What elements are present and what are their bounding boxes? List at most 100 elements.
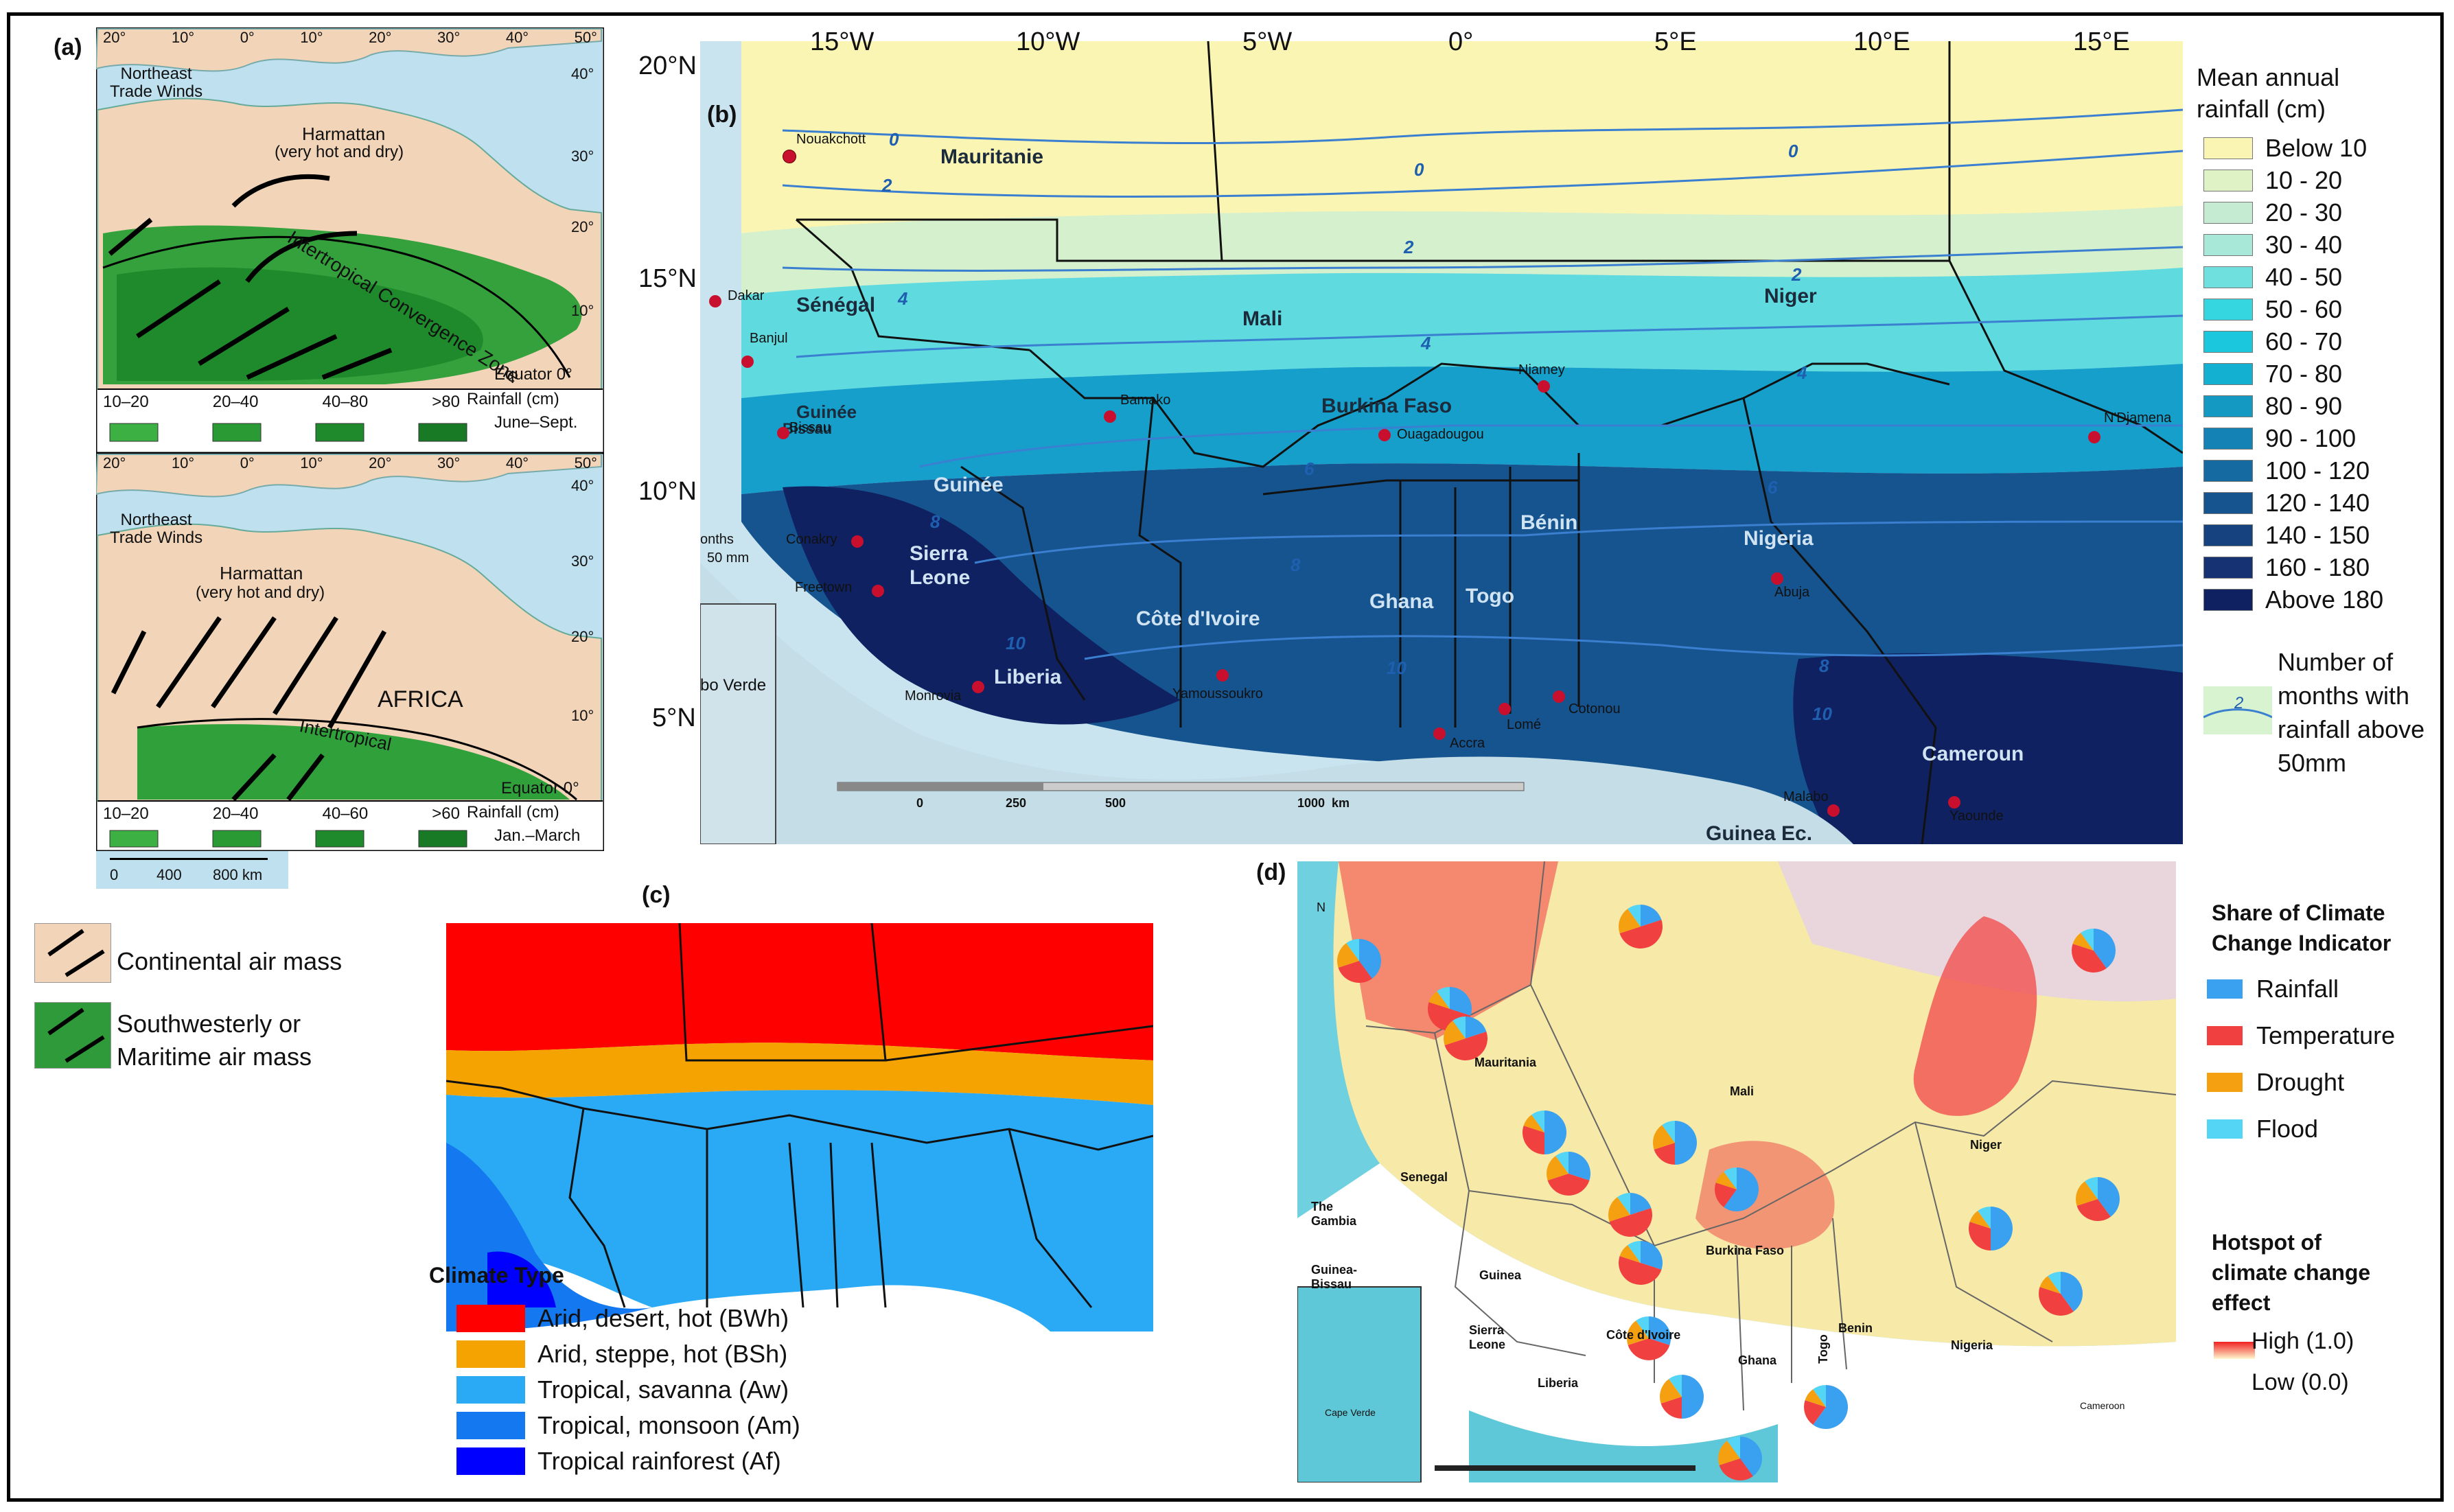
- legend-label: Arid, steppe, hot (BSh): [537, 1340, 788, 1368]
- scale-bar: 0 400 800 km: [96, 851, 288, 889]
- isoline-value: 6: [1304, 458, 1315, 479]
- country-label: The Gambia: [1311, 1200, 1357, 1228]
- continental-air-mass-label: Continental air mass: [117, 947, 343, 975]
- pie-slice: [1630, 1193, 1652, 1215]
- city-label: Nouakchott: [796, 132, 866, 147]
- isoline-value: 4: [898, 288, 908, 309]
- isoline-value: 8: [1819, 655, 1829, 676]
- pie-slice: [1628, 905, 1641, 927]
- legend-swatch: [2203, 492, 2253, 514]
- rainfall-legend: Below 10 10 - 20 20 - 30 30 - 40 40 - 50 50 -…: [2203, 134, 2437, 628]
- legend-label: 140 - 150: [2265, 521, 2370, 549]
- continental-air-mass-swatch: [34, 923, 111, 983]
- country-label: Leone: [910, 566, 971, 589]
- legend-label: Tropical, monsoon (Am): [537, 1411, 800, 1439]
- country-label: Mauritanie: [940, 146, 1044, 168]
- legend-label: 40 - 50: [2265, 263, 2343, 291]
- climate-legend-item: Arid, desert, hot (BWh): [456, 1304, 789, 1333]
- country-label: Guinée: [796, 402, 857, 422]
- country-label: Cameroun: [1922, 743, 2024, 765]
- pie-slice: [2094, 929, 2116, 968]
- legend-label: 120 - 140: [2265, 489, 2370, 517]
- pie-slice: [2076, 1181, 2098, 1206]
- lat-tick: 20°: [571, 218, 594, 235]
- pie-slice: [1675, 1121, 1697, 1165]
- pie-slice: [2072, 933, 2094, 951]
- lat-tick: 15°N: [638, 264, 697, 293]
- city-label: Lomé: [1507, 717, 1542, 732]
- legend-swatch: [2203, 395, 2253, 417]
- legend-swatch: [2207, 1119, 2243, 1139]
- lat-tick: 5°N: [652, 703, 696, 732]
- inset-label: 50 mm: [707, 550, 750, 566]
- rainfall-legend-item: Below 10: [2203, 134, 2367, 163]
- rainfall-legend-item: 10 - 20: [2203, 166, 2342, 195]
- country-label: Togo: [1816, 1334, 1830, 1364]
- country-label: Nigeria: [1951, 1338, 1993, 1352]
- pie-slice: [1641, 1241, 1663, 1270]
- pie-slice: [2081, 929, 2094, 951]
- pie-slice: [1608, 1197, 1630, 1222]
- rainfall-legend-title: Mean annual rainfall (cm): [2197, 63, 2340, 123]
- country-label: Burkina Faso: [1706, 1244, 1785, 1257]
- panel-a-top-map: [95, 26, 605, 454]
- country-label: Mali: [1242, 307, 1283, 330]
- legend-swatch: [456, 1447, 525, 1475]
- isoline-value: 0: [1788, 141, 1798, 161]
- city-label: Yamoussoukro: [1172, 686, 1263, 701]
- maritime-arrow: [246, 334, 338, 380]
- isoline-value: 10: [1006, 633, 1026, 653]
- legend-label: 50 - 60: [2265, 295, 2343, 323]
- lon-tick: 10°W: [1016, 27, 1080, 56]
- trade-winds-label: Northeast Trade Winds: [110, 65, 203, 101]
- legend-swatch: [456, 1376, 525, 1404]
- legend-swatch: [2207, 1026, 2243, 1045]
- lat-tick: 20°N: [638, 51, 697, 80]
- isoline-value: 10: [1387, 658, 1407, 678]
- country-label: Guinea: [1479, 1268, 1522, 1282]
- hotspot-high-label: High (1.0): [2252, 1328, 2354, 1354]
- city-marker: [1553, 690, 1565, 703]
- city-label: Accra: [1450, 736, 1485, 751]
- pie-slice: [1444, 1032, 1488, 1060]
- isoline-value: 2: [1792, 264, 1802, 285]
- pie-slice: [1523, 1126, 1544, 1154]
- pie-slice: [1628, 1241, 1641, 1263]
- legend-swatch: [2203, 589, 2253, 611]
- city-label: Dakar: [728, 288, 765, 303]
- scale-tick: 400: [157, 866, 182, 883]
- hotspot-legend-title: Hotspot of climate change effect: [2212, 1230, 2371, 1315]
- city-marker: [1216, 669, 1229, 682]
- country-label: Mauritania: [1474, 1056, 1537, 1069]
- city-marker: [1433, 728, 1446, 740]
- legend-label: 20 - 30: [2265, 198, 2343, 226]
- isoline-legend-value: 2: [2234, 694, 2243, 712]
- rainfall-bin: 40–60: [322, 804, 369, 823]
- pie-slice: [1523, 1115, 1544, 1132]
- climate-legend: Arid, desert, hot (BWh) Arid, steppe, hot…: [456, 1304, 841, 1489]
- rainfall-legend-item: 20 - 30: [2203, 198, 2342, 227]
- rainfall-unit-label: Rainfall (cm): [467, 803, 559, 822]
- legend-swatch: [2203, 428, 2253, 450]
- north-arrow-label: N: [1317, 900, 1326, 914]
- pie-slice: [1804, 1400, 1826, 1425]
- country-label: Côte d'Ivoire: [1606, 1328, 1681, 1342]
- pie-slice: [1555, 1152, 1569, 1174]
- pie-slice: [1682, 1375, 1704, 1419]
- legend-swatch: [2203, 331, 2253, 353]
- scale-tick: 0: [916, 796, 924, 810]
- city-label: Yaounde: [1949, 809, 2004, 824]
- climate-legend-item: Tropical, savanna (Aw): [456, 1375, 789, 1404]
- city-marker: [972, 681, 984, 693]
- legend-label: 80 - 90: [2265, 392, 2343, 420]
- pie-slice: [2039, 1276, 2061, 1294]
- legend-label: Above 180: [2265, 585, 2384, 614]
- ne-wind-arrow: [111, 630, 147, 695]
- city-label: Bissau: [789, 420, 831, 435]
- pie-slice: [1466, 1016, 1487, 1038]
- inset-label: bo Verde: [700, 676, 767, 695]
- season-label: Jan.–March: [494, 826, 581, 845]
- legend-swatch: [2203, 170, 2253, 191]
- rainfall-unit-label: Rainfall (cm): [467, 390, 559, 408]
- legend-label: Tropical, savanna (Aw): [537, 1375, 789, 1404]
